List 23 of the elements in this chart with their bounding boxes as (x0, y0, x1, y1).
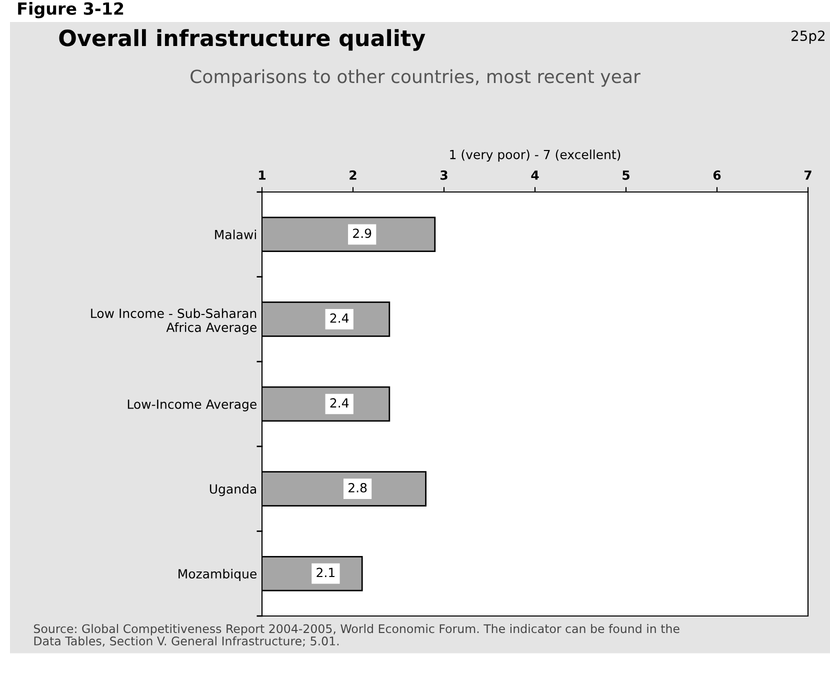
x-tick-label: 3 (440, 170, 448, 180)
x-tick-label: 7 (804, 170, 812, 180)
chart-subtitle: Comparisons to other countries, most recent year (190, 69, 640, 87)
chart-title: Overall infrastructure quality (59, 29, 426, 51)
caption: Figure 3-12 (18, 2, 124, 18)
data-label: 2.8 (348, 482, 367, 492)
y-tick-label: Mozambique (178, 568, 256, 581)
x-tick-label: 5 (622, 170, 630, 180)
x-tick-label: 6 (713, 170, 721, 180)
data-label: 2.4 (330, 313, 349, 323)
source-note: Source: Global Competitiveness Report 2004-2005, World Economic Forum. The indicator can be found in the Data Tables, Section V. General Infrastructure; 5.01. (34, 624, 680, 647)
x-tick-label: 2 (350, 170, 356, 180)
y-tick-label: Low-Income Average (128, 400, 256, 412)
y-tick-label: Malawi (215, 230, 256, 240)
y-tick-label: Uganda (210, 484, 256, 496)
x-tick-label: 1 (259, 170, 266, 180)
x-tick-label: 4 (531, 170, 539, 180)
y-tick-label: Low Income - Sub-Saharan Africa Average (91, 308, 256, 334)
data-label: 2.4 (330, 398, 349, 408)
x-axis-title: 1 (very poor) - 7 (excellent) (450, 150, 620, 162)
text: 25p2 (792, 30, 824, 44)
data-label: 2.1 (316, 568, 334, 578)
data-label: 2.9 (353, 228, 372, 238)
